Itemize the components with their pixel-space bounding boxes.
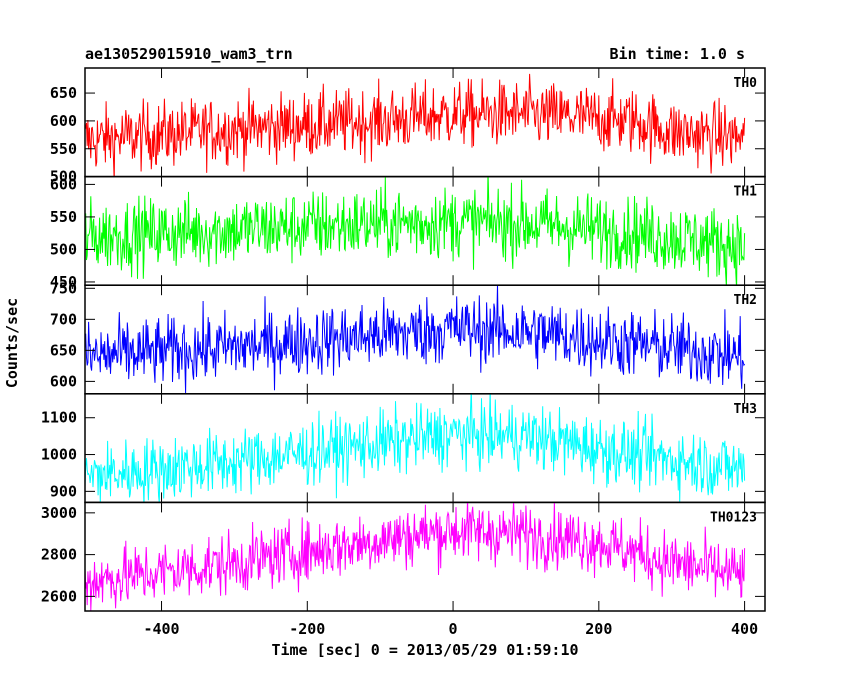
y-tick-label: 600 bbox=[50, 175, 77, 193]
panel-frame bbox=[84, 175, 766, 286]
series-tag-th0: TH0 bbox=[734, 76, 758, 91]
panel-th2: 600 650 700 750 TH2 bbox=[50, 279, 766, 395]
x-tick-label: 200 bbox=[585, 620, 612, 638]
bin-time-label: Bin time: 1.0 s bbox=[610, 45, 745, 63]
y-tick-label: 650 bbox=[50, 341, 77, 359]
x-axis-label: Time [sec] 0 = 2013/05/29 01:59:10 bbox=[271, 641, 578, 659]
y-tick-label: 650 bbox=[50, 84, 77, 102]
panel-th0: 500 550 600 650 TH0 bbox=[50, 67, 766, 186]
panel-th1: 450 500 550 600 TH1 bbox=[50, 175, 766, 291]
y-tick-label: 500 bbox=[50, 240, 77, 258]
y-tick-label: 500 bbox=[50, 168, 77, 186]
x-tick-label: -400 bbox=[143, 620, 179, 638]
y-tick-label: 700 bbox=[50, 310, 77, 328]
panel-th3: 900 1000 1100 TH3 bbox=[41, 393, 766, 504]
series-line-th1 bbox=[85, 176, 746, 286]
x-tick-label: 400 bbox=[731, 620, 758, 638]
y-axis-label: Counts/sec bbox=[3, 298, 21, 388]
series-tag-th3: TH3 bbox=[734, 402, 757, 417]
y-tick-label: 2800 bbox=[41, 546, 77, 564]
series-line-th0 bbox=[85, 73, 746, 177]
panel-frame bbox=[84, 501, 766, 612]
y-tick-label: 450 bbox=[50, 273, 77, 291]
series-tag-th2: TH2 bbox=[734, 293, 757, 308]
series-tag-th1: TH1 bbox=[734, 185, 758, 200]
y-tick-label: 550 bbox=[50, 140, 77, 158]
chart-title: ae130529015910_wam3_trn bbox=[85, 45, 293, 63]
y-tick-label: 750 bbox=[50, 279, 77, 297]
y-tick-label: 3000 bbox=[41, 504, 77, 522]
x-tick-label: 0 bbox=[449, 620, 458, 638]
x-tick-label: -200 bbox=[289, 620, 325, 638]
y-tick-label: 1000 bbox=[41, 446, 77, 464]
y-tick-label: 2600 bbox=[41, 587, 77, 605]
y-tick-label: 550 bbox=[50, 208, 77, 226]
y-tick-label: 600 bbox=[50, 112, 77, 130]
panel-th0123: 2600 2800 3000 TH0123 bbox=[41, 501, 766, 612]
y-tick-label: 600 bbox=[50, 372, 77, 390]
y-tick-label: 900 bbox=[50, 482, 77, 500]
series-line-th3 bbox=[85, 393, 746, 503]
series-tag-th0123: TH0123 bbox=[710, 510, 757, 525]
panels-group: 500 550 600 650 TH0 450 500 550 600 TH1 600 650 700 7… bbox=[41, 67, 766, 638]
y-tick-label: 1100 bbox=[41, 409, 77, 427]
series-line-th2 bbox=[85, 285, 746, 394]
series-line-th0123 bbox=[85, 502, 746, 611]
